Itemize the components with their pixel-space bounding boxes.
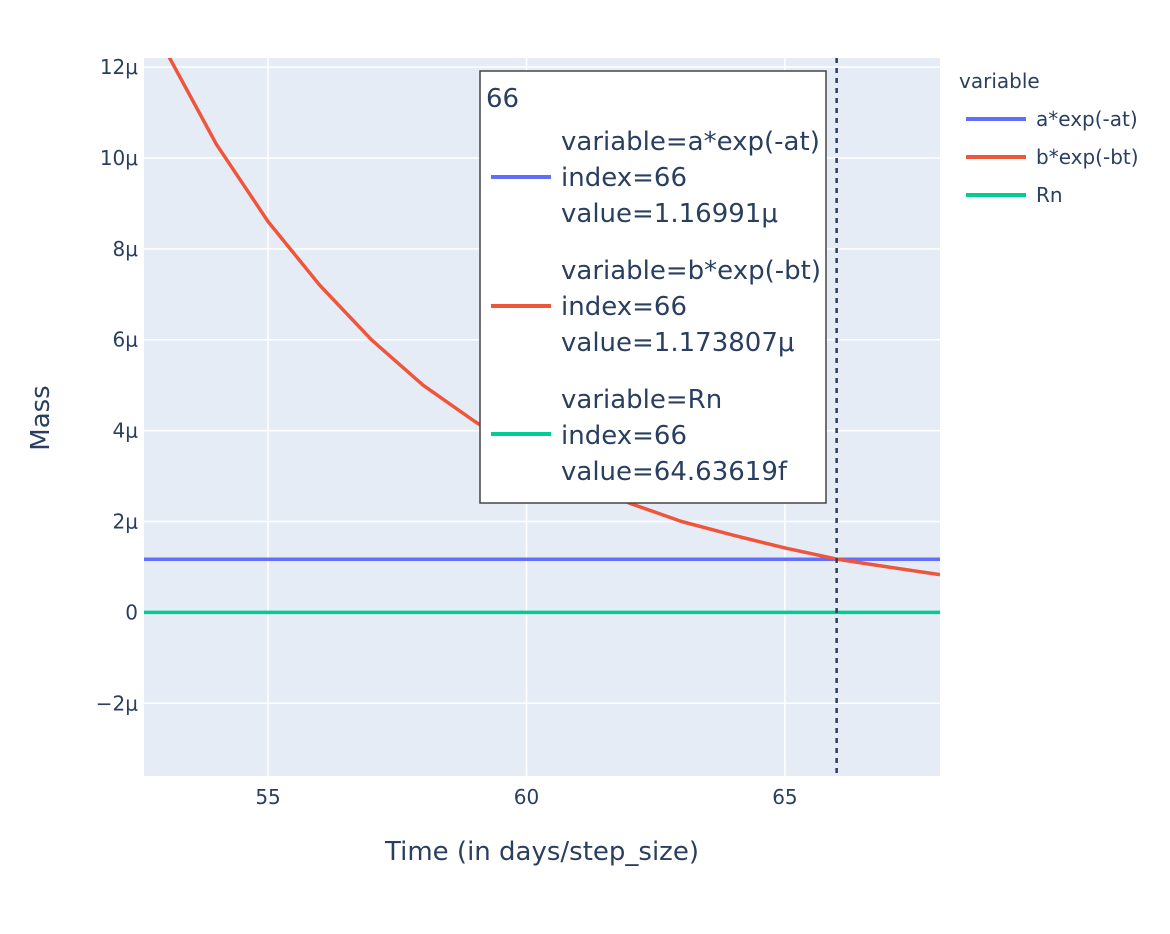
tooltip-line: index=66: [561, 292, 687, 322]
legend: variable a*exp(-at) b*exp(-bt) Rn: [959, 69, 1139, 207]
y-tick-label: 0: [125, 600, 138, 624]
hover-tooltip: 66 variable=a*exp(-at) index=66 value=1.…: [479, 70, 827, 504]
y-tick-label: −2μ: [96, 691, 138, 715]
y-tick-label: 2μ: [113, 510, 139, 534]
tooltip-line: variable=b*exp(-bt): [561, 256, 821, 286]
legend-item-b-exp-bt[interactable]: b*exp(-bt): [966, 145, 1139, 169]
y-tick-label: 4μ: [113, 419, 139, 443]
tooltip-line: variable=a*exp(-at): [561, 127, 820, 157]
tooltip-line: variable=Rn: [561, 385, 722, 415]
x-axis-title: Time (in days/step_size): [384, 837, 699, 867]
tooltip-header: 66: [486, 84, 519, 114]
legend-item-rn[interactable]: Rn: [966, 183, 1063, 207]
legend-item-a-exp-at[interactable]: a*exp(-at): [966, 107, 1138, 131]
legend-label: a*exp(-at): [1036, 107, 1138, 131]
tooltip-box: [479, 70, 827, 504]
tooltip-line: value=1.16991μ: [561, 199, 778, 229]
legend-title: variable: [959, 69, 1040, 93]
y-axis-title: Mass: [26, 385, 56, 450]
y-tick-label: 6μ: [113, 328, 139, 352]
x-tick-label: 65: [772, 785, 797, 809]
legend-label: Rn: [1036, 183, 1063, 207]
tooltip-line: value=64.63619f: [561, 457, 788, 487]
tooltip-line: value=1.173807μ: [561, 328, 794, 358]
tooltip-line: index=66: [561, 163, 687, 193]
legend-label: b*exp(-bt): [1036, 145, 1139, 169]
y-tick-labels: −2μ 0 2μ 4μ 6μ 8μ 10μ 12μ: [96, 55, 138, 715]
x-tick-labels: 55 60 65: [255, 785, 797, 809]
x-tick-label: 55: [255, 785, 280, 809]
y-tick-label: 10μ: [100, 146, 138, 170]
y-tick-label: 8μ: [113, 237, 139, 261]
y-tick-label: 12μ: [100, 55, 138, 79]
tooltip-line: index=66: [561, 421, 687, 451]
x-tick-label: 60: [514, 785, 539, 809]
